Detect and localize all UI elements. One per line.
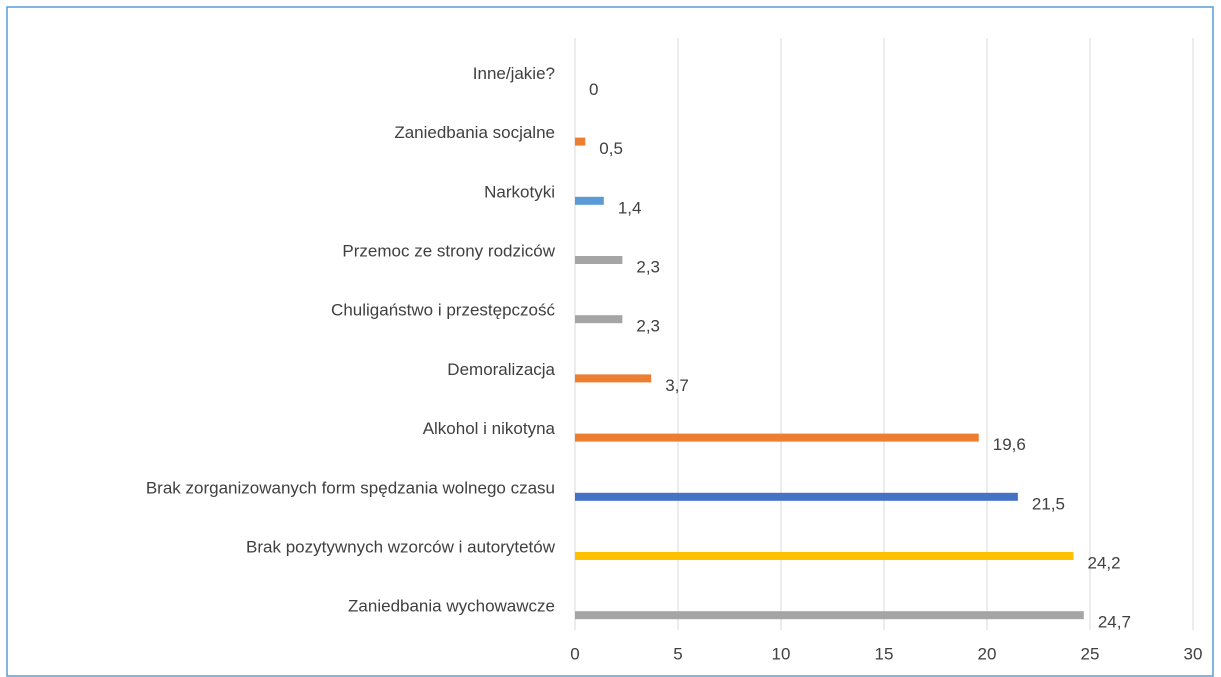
x-tick-label: 20 (978, 644, 997, 663)
data-label: 2,3 (636, 317, 660, 336)
data-label: 3,7 (665, 376, 689, 395)
y-tick-label: Chuligaństwo i przestępczość (331, 301, 555, 320)
x-tick-label: 5 (673, 644, 682, 663)
bar (575, 611, 1084, 620)
y-tick-label: Zaniedbania socjalne (394, 123, 555, 142)
y-tick-label: Brak pozytywnych wzorców i autorytetów (246, 537, 556, 556)
y-tick-label: Przemoc ze strony rodziców (342, 241, 555, 260)
bar (575, 552, 1074, 560)
bar (575, 315, 623, 324)
data-label: 19,6 (993, 435, 1026, 454)
data-label: 21,5 (1032, 494, 1065, 513)
data-label: 0 (589, 80, 598, 99)
x-tick-label: 10 (772, 644, 791, 663)
bar (575, 492, 1018, 501)
data-label: 1,4 (618, 198, 642, 217)
bar (575, 256, 623, 264)
bar (575, 433, 979, 442)
y-tick-label: Brak zorganizowanych form spędzania woln… (146, 478, 555, 497)
y-tick-label: Zaniedbania wychowawcze (348, 597, 555, 616)
y-tick-label: Alkohol i nikotyna (423, 419, 556, 438)
bar (575, 137, 586, 146)
x-tick-label: 25 (1081, 644, 1100, 663)
data-label: 24,7 (1098, 613, 1131, 632)
bar (575, 196, 604, 205)
y-tick-label: Demoralizacja (447, 360, 555, 379)
chart-border (6, 6, 1214, 677)
y-tick-label: Narkotyki (484, 182, 555, 201)
bar (575, 374, 652, 383)
x-tick-label: 30 (1184, 644, 1203, 663)
data-label: 0,5 (599, 139, 623, 158)
x-tick-label: 15 (875, 644, 894, 663)
data-label: 2,3 (636, 257, 660, 276)
y-tick-label: Inne/jakie? (473, 64, 555, 83)
data-label: 24,2 (1088, 553, 1121, 572)
x-tick-label: 0 (570, 644, 579, 663)
